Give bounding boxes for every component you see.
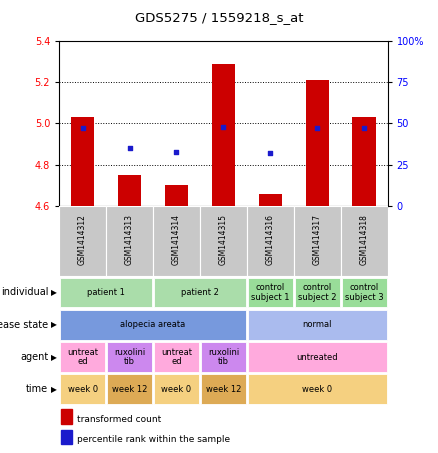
Text: untreat
ed: untreat ed (67, 347, 98, 366)
Text: untreated: untreated (297, 352, 338, 361)
Bar (341, 206, 388, 276)
Bar (154, 375, 199, 404)
Text: agent: agent (20, 352, 48, 362)
Bar (154, 278, 246, 307)
Text: GSM1414315: GSM1414315 (219, 214, 228, 265)
Text: control
subject 1: control subject 1 (251, 283, 290, 302)
Text: week 0: week 0 (302, 385, 332, 394)
Text: GSM1414313: GSM1414313 (125, 214, 134, 265)
Text: alopecia areata: alopecia areata (120, 320, 186, 329)
Bar (165, 185, 188, 206)
Point (220, 123, 227, 130)
Bar (71, 117, 94, 206)
Point (173, 148, 180, 155)
Bar (154, 342, 199, 372)
Text: ▶: ▶ (51, 288, 57, 297)
Bar (248, 342, 387, 372)
Text: ▶: ▶ (51, 385, 57, 394)
Text: GDS5275 / 1559218_s_at: GDS5275 / 1559218_s_at (135, 11, 303, 24)
Text: GSM1414316: GSM1414316 (266, 214, 275, 265)
Bar (118, 175, 141, 206)
Bar (212, 63, 235, 206)
Bar (106, 206, 153, 276)
Text: week 0: week 0 (161, 385, 191, 394)
Text: time: time (26, 384, 48, 394)
Bar (295, 278, 340, 307)
Bar (61, 430, 72, 444)
Text: GSM1414314: GSM1414314 (172, 214, 181, 265)
Text: week 12: week 12 (112, 385, 147, 394)
Text: individual: individual (1, 288, 48, 298)
Bar (248, 375, 387, 404)
Bar (59, 206, 106, 276)
Text: control
subject 2: control subject 2 (298, 283, 336, 302)
Bar (294, 206, 341, 276)
Text: percentile rank within the sample: percentile rank within the sample (77, 434, 230, 443)
Bar (153, 206, 200, 276)
Text: ruxolini
tib: ruxolini tib (208, 347, 239, 366)
Text: transformed count: transformed count (77, 414, 161, 424)
Text: disease state: disease state (0, 320, 48, 330)
Text: ▶: ▶ (51, 320, 57, 329)
Text: GSM1414318: GSM1414318 (360, 214, 369, 265)
Text: week 0: week 0 (67, 385, 98, 394)
Text: patient 2: patient 2 (181, 288, 219, 297)
Text: week 12: week 12 (206, 385, 241, 394)
Bar (200, 206, 247, 276)
Point (314, 125, 321, 132)
Point (79, 125, 86, 132)
Bar (107, 375, 152, 404)
Bar (248, 278, 293, 307)
Bar (60, 342, 105, 372)
Bar (248, 310, 387, 340)
Bar (201, 342, 246, 372)
Text: patient 1: patient 1 (87, 288, 125, 297)
Text: ruxolini
tib: ruxolini tib (114, 347, 145, 366)
Text: GSM1414317: GSM1414317 (313, 214, 322, 265)
Bar (60, 278, 152, 307)
Bar (305, 80, 329, 206)
Bar (201, 375, 246, 404)
Point (126, 145, 133, 152)
Bar (107, 342, 152, 372)
Text: untreat
ed: untreat ed (161, 347, 192, 366)
Bar (60, 310, 246, 340)
Bar (60, 375, 105, 404)
Text: GSM1414312: GSM1414312 (78, 214, 87, 265)
Point (360, 125, 367, 132)
Bar (247, 206, 294, 276)
Bar (353, 117, 376, 206)
Text: control
subject 3: control subject 3 (345, 283, 384, 302)
Point (267, 149, 274, 157)
Bar (342, 278, 387, 307)
Text: normal: normal (303, 320, 332, 329)
Bar (258, 194, 282, 206)
Bar (61, 410, 72, 424)
Text: ▶: ▶ (51, 352, 57, 361)
